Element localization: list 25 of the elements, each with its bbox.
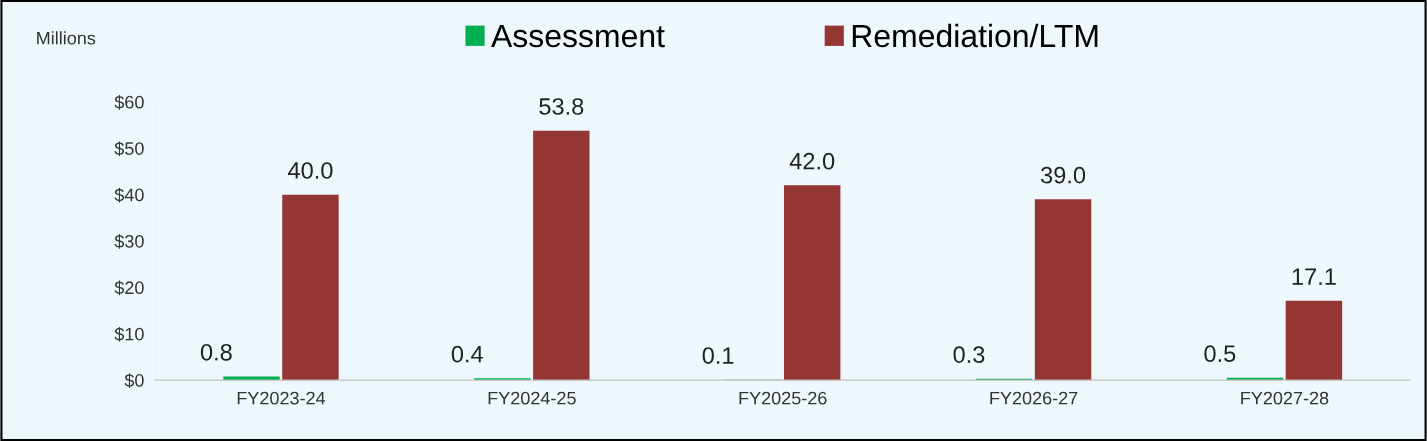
x-tick-label: FY2023-24 <box>237 391 326 405</box>
x-tick-label: FY2026-27 <box>990 391 1078 405</box>
legend-label: Remediation/LTM <box>852 23 1098 48</box>
data-label: 39.0 <box>1040 166 1086 184</box>
y-axis-title: Millions <box>37 31 96 45</box>
y-tick-label: $0 <box>124 373 144 388</box>
x-tick-label: FY2025-26 <box>739 391 827 405</box>
y-tick-label: $40 <box>114 187 144 203</box>
legend-label: Assessment <box>491 25 665 48</box>
data-label: 0.8 <box>200 343 232 361</box>
data-label: 0.3 <box>953 346 985 363</box>
data-label: 0.1 <box>702 347 734 364</box>
y-tick-label: $50 <box>114 141 144 157</box>
data-label: 0.4 <box>451 345 483 363</box>
data-label: 0.5 <box>1204 345 1236 363</box>
y-tick-label: $60 <box>114 95 144 110</box>
data-label: 17.1 <box>1292 268 1336 285</box>
y-tick-label: $30 <box>114 234 144 249</box>
data-label: 42.0 <box>789 152 835 170</box>
y-tick-label: $20 <box>114 280 144 296</box>
data-label: 40.0 <box>288 162 333 179</box>
data-label: 53.8 <box>539 98 584 115</box>
x-tick-label: FY2027-28 <box>1241 391 1329 405</box>
y-tick-label: $10 <box>114 326 144 342</box>
x-tick-label: FY2024-25 <box>488 391 576 405</box>
